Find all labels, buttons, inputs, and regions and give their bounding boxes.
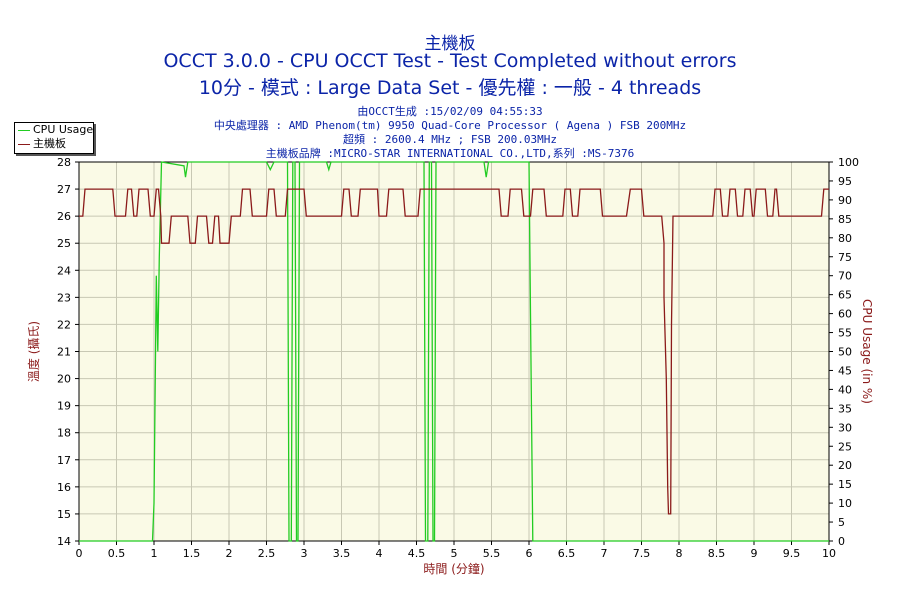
x-tick-label: 6 [526,547,533,560]
y-right-tick-label: 10 [838,497,852,510]
x-tick-label: 8.5 [708,547,726,560]
x-tick-label: 4.5 [408,547,426,560]
y-left-tick-label: 19 [57,400,71,413]
y-left-tick-label: 17 [57,454,71,467]
y-left-tick-label: 24 [57,264,71,277]
subtitle-clock: 超頻 : 2600.4 MHz ; FSB 200.03MHz [342,133,558,146]
x-tick-label: 9.5 [783,547,801,560]
y-right-tick-label: 25 [838,440,852,453]
y-right-tick-label: 100 [838,156,859,169]
y-left-axis-label: 溫度 (攝氏) [26,321,41,382]
y-left-tick-label: 26 [57,210,71,223]
y-left-tick-label: 15 [57,508,71,521]
y-right-tick-label: 20 [838,459,852,472]
x-tick-label: 0 [76,547,83,560]
x-tick-label: 2.5 [258,547,276,560]
x-tick-label: 1 [151,547,158,560]
legend-swatch-cpu [18,130,30,131]
y-right-axis-label: CPU Usage (in %) [860,299,874,404]
subtitle-generated: 由OCCT生成 :15/02/09 04:55:33 [357,105,543,118]
x-tick-label: 7.5 [633,547,651,560]
y-left-tick-label: 23 [57,291,71,304]
x-tick-label: 8 [676,547,683,560]
y-right-tick-label: 85 [838,213,852,226]
y-left-tick-label: 25 [57,237,71,250]
legend-swatch-temp [18,144,30,145]
subtitle-cpu: 中央處理器 : AMD Phenom(tm) 9950 Quad-Core Pr… [213,119,687,132]
legend: CPU Usage 主機板 [14,122,94,154]
x-tick-label: 3.5 [333,547,351,560]
y-right-tick-label: 35 [838,402,852,415]
x-tick-label: 9 [751,547,758,560]
subtitle-board: 主機板品牌 :MICRO-STAR INTERNATIONAL CO.,LTD,… [265,147,635,160]
chart-title-test: OCCT 3.0.0 - CPU OCCT Test - Test Comple… [163,50,737,72]
chart-title-board: 主機板 [424,34,476,54]
y-left-tick-label: 18 [57,427,71,440]
y-left-tick-label: 14 [57,535,71,548]
y-right-tick-label: 65 [838,289,852,302]
x-tick-label: 6.5 [558,547,576,560]
y-right-tick-label: 40 [838,383,852,396]
y-left-tick-label: 21 [57,346,71,359]
x-tick-label: 7 [601,547,608,560]
y-left-tick-label: 22 [57,318,71,331]
y-left-tick-label: 20 [57,373,71,386]
x-tick-label: 5.5 [483,547,501,560]
x-axis-label: 時間 (分鐘) [423,561,484,576]
y-right-tick-label: 5 [838,516,845,529]
y-right-tick-label: 45 [838,364,852,377]
y-right-tick-label: 60 [838,308,852,321]
y-right-tick-label: 30 [838,421,852,434]
legend-label-temp: 主機板 [33,137,66,150]
y-right-tick-label: 90 [838,194,852,207]
x-tick-label: 3 [301,547,308,560]
y-right-tick-label: 70 [838,270,852,283]
x-tick-label: 5 [451,547,458,560]
x-tick-label: 1.5 [183,547,201,560]
y-left-tick-label: 27 [57,183,71,196]
x-tick-label: 10 [822,547,836,560]
y-right-tick-label: 15 [838,478,852,491]
legend-item-cpu: CPU Usage [15,123,93,137]
y-right-tick-label: 95 [838,175,852,188]
y-left-tick-label: 16 [57,481,71,494]
y-right-tick-label: 80 [838,232,852,245]
y-right-tick-label: 75 [838,251,852,264]
chart-title-mode: 10分 - 模式 : Large Data Set - 優先權 : 一般 - 4… [198,77,702,99]
x-tick-label: 4 [376,547,383,560]
board-temp-line [79,188,829,515]
y-right-tick-label: 50 [838,346,852,359]
x-tick-label: 2 [226,547,233,560]
legend-label-cpu: CPU Usage [33,123,94,136]
y-left-tick-label: 28 [57,156,71,169]
y-right-tick-label: 0 [838,535,845,548]
y-right-tick-label: 55 [838,327,852,340]
x-tick-label: 0.5 [108,547,126,560]
cpu-usage-line [79,161,829,542]
legend-item-temp: 主機板 [15,137,93,151]
